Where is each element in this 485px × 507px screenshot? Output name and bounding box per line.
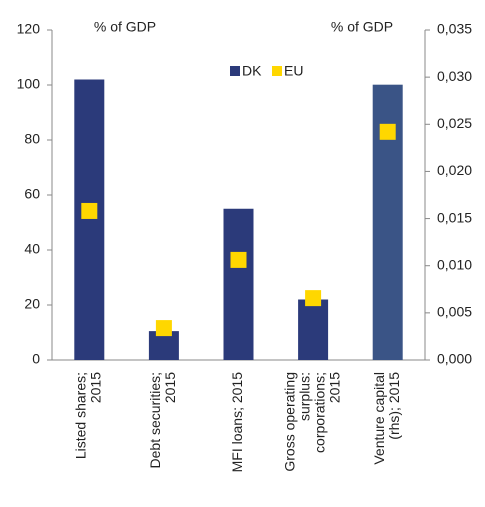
x-tick-label: Gross operating	[281, 372, 297, 472]
x-tick-label: 2015	[162, 372, 178, 403]
legend-swatch	[230, 66, 240, 76]
x-tick-label: MFI loans; 2015	[229, 372, 245, 473]
y2-tick-label: 0,035	[437, 21, 472, 37]
x-tick-label: 2015	[88, 372, 104, 403]
x-tick-label: Listed shares;	[73, 372, 89, 459]
x-tick-label: Debt securities;	[147, 372, 163, 468]
y2-tick-label: 0,005	[437, 304, 472, 320]
bar	[74, 79, 105, 360]
x-tick-label: Venture capital	[371, 372, 387, 465]
x-tick-label: surplus:	[296, 372, 312, 421]
y2-tick-label: 0,020	[437, 162, 472, 178]
y2-tick-label: 0,000	[437, 351, 472, 367]
x-tick-label: (rhs); 2015	[386, 372, 402, 440]
y-tick-label: 100	[17, 76, 41, 92]
y2-tick-label: 0,010	[437, 256, 472, 272]
marker	[81, 202, 98, 219]
bar	[223, 208, 254, 360]
marker	[155, 320, 172, 337]
legend-swatch	[272, 66, 282, 76]
bar	[298, 299, 329, 360]
y-axis-label: % of GDP	[94, 19, 156, 35]
y-tick-label: 0	[32, 351, 40, 367]
marker	[305, 290, 322, 307]
y-tick-label: 60	[24, 186, 40, 202]
y2-tick-label: 0,030	[437, 68, 472, 84]
marker	[379, 123, 396, 140]
y2-tick-label: 0,025	[437, 115, 472, 131]
y-tick-label: 20	[24, 296, 40, 312]
legend-label: EU	[284, 63, 303, 79]
y2-tick-label: 0,015	[437, 209, 472, 225]
x-tick-label: corporations;	[311, 372, 327, 453]
x-tick-label: 2015	[326, 372, 342, 403]
marker	[230, 251, 247, 268]
y-tick-label: 120	[17, 21, 41, 37]
y-tick-label: 40	[24, 241, 40, 257]
legend-label: DK	[242, 63, 262, 79]
y2-axis-label: % of GDP	[331, 19, 393, 35]
y-tick-label: 80	[24, 131, 40, 147]
